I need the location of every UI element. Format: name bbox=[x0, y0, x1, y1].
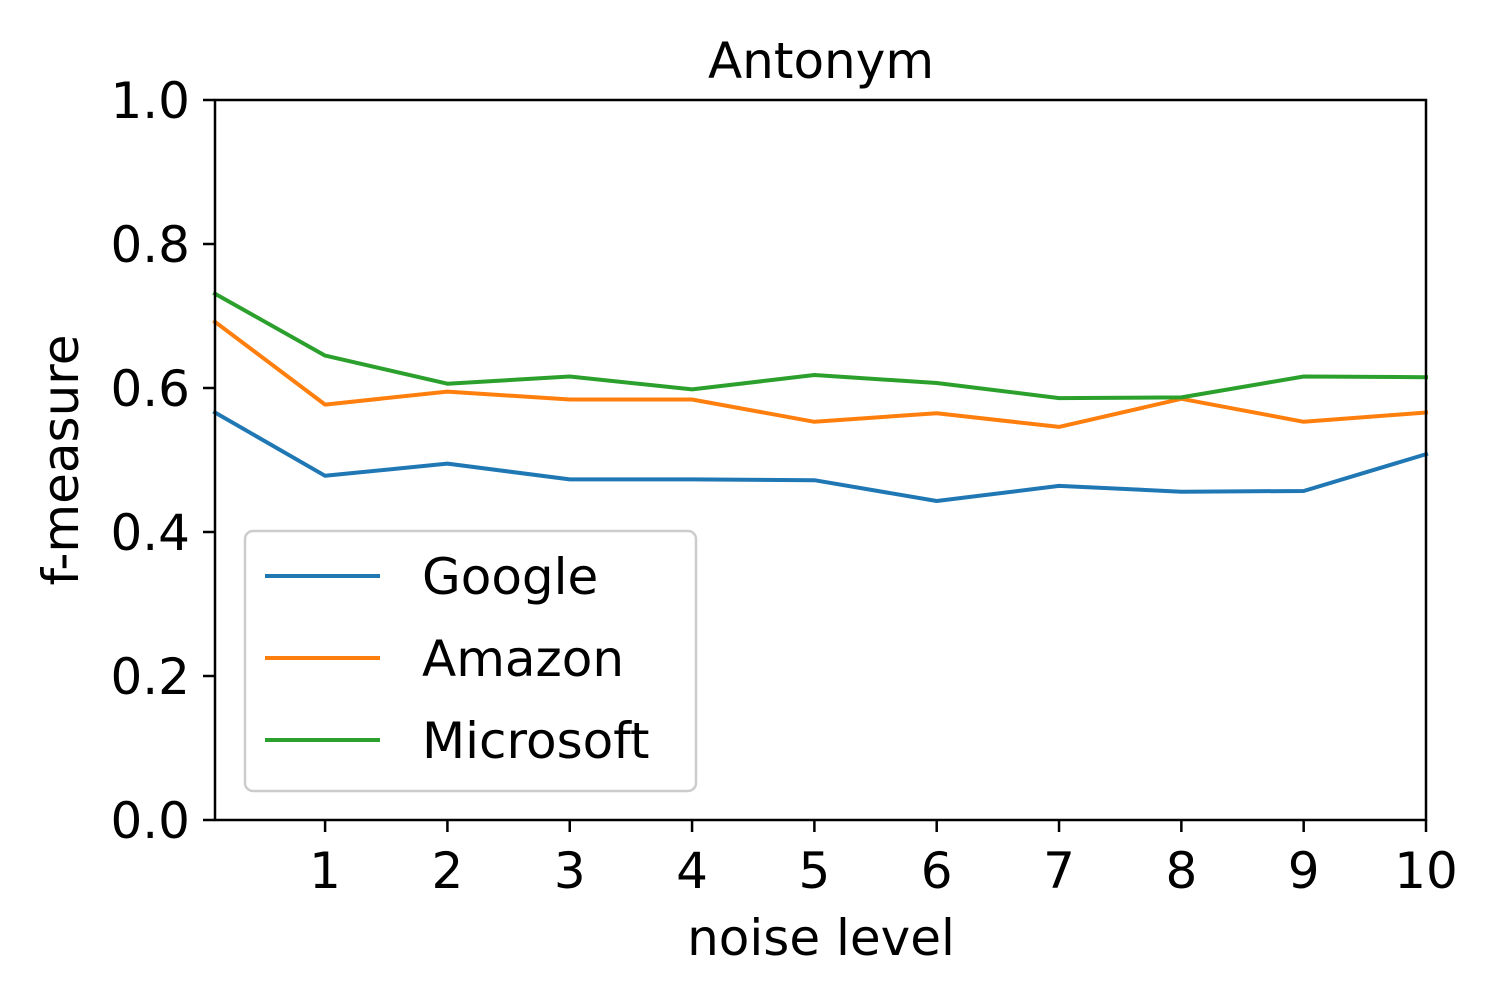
y-axis-label: f-measure bbox=[32, 335, 90, 586]
chart-title: Antonym bbox=[708, 32, 934, 90]
legend: Google Amazon Microsoft bbox=[243, 529, 698, 793]
x-tick-label: 4 bbox=[676, 842, 708, 900]
series-layer bbox=[212, 290, 1429, 503]
x-tick-label: 7 bbox=[1043, 842, 1075, 900]
x-tick-label: 10 bbox=[1394, 842, 1458, 900]
legend-label-google: Google bbox=[422, 548, 598, 606]
x-tick-label: 9 bbox=[1288, 842, 1320, 900]
x-tick-label: 8 bbox=[1165, 842, 1197, 900]
legend-box bbox=[243, 529, 698, 793]
y-tick-label: 0.8 bbox=[110, 216, 190, 274]
y-tick-label: 0.0 bbox=[110, 792, 190, 850]
legend-label-microsoft: Microsoft bbox=[422, 712, 650, 770]
series-line-amazon bbox=[212, 318, 1429, 429]
legend-label-amazon: Amazon bbox=[422, 630, 624, 688]
x-axis-ticks: 1 2 3 4 5 6 7 8 9 10 bbox=[309, 820, 1458, 900]
x-tick-label: 5 bbox=[798, 842, 830, 900]
y-axis-ticks: 0.0 0.2 0.4 0.6 0.8 1.0 bbox=[110, 72, 215, 850]
y-tick-label: 0.4 bbox=[110, 504, 190, 562]
series-line-microsoft bbox=[212, 290, 1429, 401]
y-tick-label: 0.2 bbox=[110, 648, 190, 706]
series-line-google bbox=[212, 409, 1429, 503]
x-tick-label: 6 bbox=[921, 842, 953, 900]
x-tick-label: 2 bbox=[432, 842, 464, 900]
x-tick-label: 1 bbox=[309, 842, 341, 900]
x-axis-label: noise level bbox=[687, 909, 955, 967]
y-tick-label: 1.0 bbox=[110, 72, 190, 130]
x-tick-label: 3 bbox=[554, 842, 586, 900]
plot-frame bbox=[213, 98, 1428, 822]
y-tick-label: 0.6 bbox=[110, 360, 190, 418]
